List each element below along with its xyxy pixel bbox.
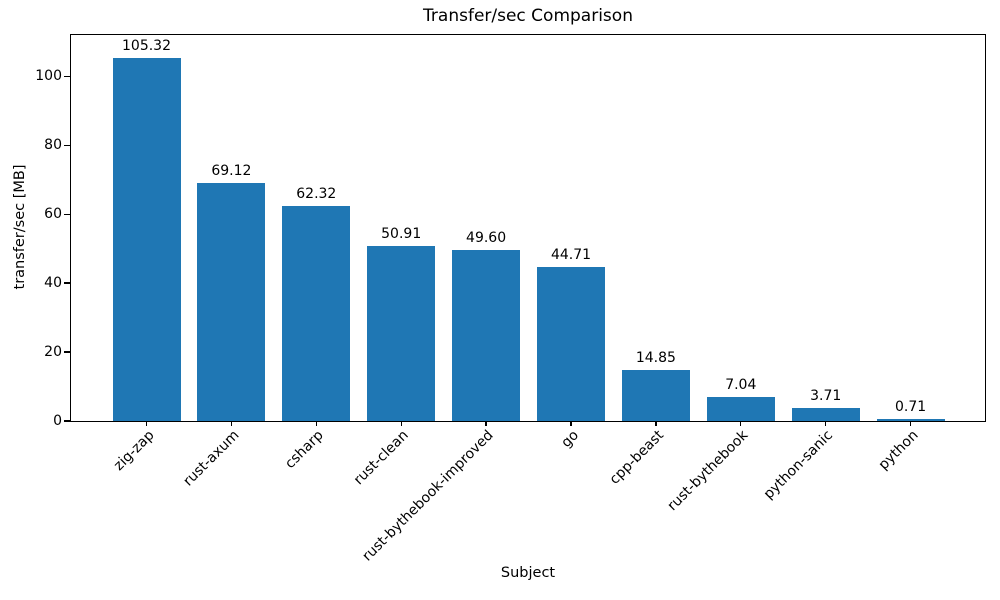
x-axis-label: Subject — [500, 565, 556, 581]
y-tick — [64, 213, 70, 215]
x-tick-label: python-sanic — [761, 427, 837, 503]
x-tick-label: go — [557, 427, 582, 451]
bar-value-label: 49.60 — [466, 230, 507, 247]
y-tick — [64, 75, 70, 78]
bar-value-label: 3.71 — [810, 388, 842, 405]
x-tick-label: rust-clean — [350, 427, 412, 489]
x-tick-label: zig-zap — [110, 427, 158, 474]
x-tick — [570, 421, 572, 426]
x-tick-label: python — [875, 427, 922, 474]
y-tick-label: 40 — [44, 275, 62, 292]
x-tick-label: rust-axum — [179, 427, 243, 490]
x-tick — [655, 421, 657, 426]
y-tick-label: 0 — [53, 413, 62, 429]
bar-value-label: 105.32 — [122, 38, 171, 55]
x-tick-label: rust-bythebook — [664, 427, 752, 515]
x-tick — [145, 421, 148, 426]
bar — [112, 58, 181, 421]
bar — [197, 182, 266, 421]
bar — [876, 418, 945, 421]
x-tick — [230, 421, 233, 426]
x-tick — [740, 421, 742, 426]
y-tick-label: 100 — [35, 68, 62, 85]
x-tick — [825, 421, 827, 426]
bar-value-label: 14.85 — [635, 349, 676, 366]
y-axis-label: transfer/sec [MB] — [12, 164, 28, 290]
bar — [452, 250, 521, 421]
bar — [537, 266, 605, 421]
chart-title: Transfer/sec Comparison — [423, 6, 633, 26]
bar-value-label: 50.91 — [381, 225, 422, 242]
x-tick-label: cpp-beast — [606, 427, 667, 488]
bar-value-label: 0.71 — [895, 398, 927, 415]
bar — [706, 396, 775, 421]
y-tick-label: 60 — [44, 206, 62, 223]
x-tick — [485, 421, 487, 426]
y-tick — [64, 144, 70, 146]
y-tick — [64, 420, 70, 422]
bar — [791, 408, 860, 421]
y-tick-label: 80 — [44, 137, 62, 154]
x-tick-label: csharp — [282, 427, 327, 472]
x-tick — [909, 421, 912, 426]
bar-value-label: 62.32 — [296, 186, 337, 203]
x-tick — [400, 421, 402, 426]
bar-value-label: 7.04 — [725, 376, 757, 393]
bar — [282, 206, 351, 421]
bar — [621, 369, 690, 421]
y-tick — [64, 282, 70, 284]
bar-value-label: 69.12 — [211, 162, 252, 179]
bar — [367, 245, 436, 421]
bar-value-label: 44.71 — [550, 246, 592, 263]
x-tick — [315, 421, 317, 426]
plot-area: 105.32 zig-zap 69.12 rust-axum 62.32 csharp 50… — [35, 34, 986, 564]
y-tick — [64, 351, 70, 353]
y-tick-label: 20 — [44, 344, 62, 361]
